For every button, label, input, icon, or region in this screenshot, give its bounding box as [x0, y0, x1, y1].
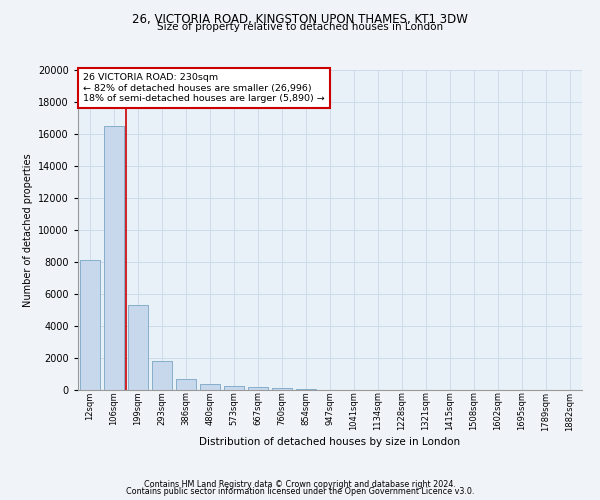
Text: 26 VICTORIA ROAD: 230sqm
← 82% of detached houses are smaller (26,996)
18% of se: 26 VICTORIA ROAD: 230sqm ← 82% of detach… [83, 73, 325, 103]
Bar [224, 386, 244, 390]
Bar [152, 361, 172, 390]
X-axis label: Distribution of detached houses by size in London: Distribution of detached houses by size … [199, 438, 461, 448]
Text: Size of property relative to detached houses in London: Size of property relative to detached ho… [157, 22, 443, 32]
Bar [128, 305, 148, 390]
Bar [176, 379, 196, 390]
Text: Contains public sector information licensed under the Open Government Licence v3: Contains public sector information licen… [126, 487, 474, 496]
Bar [104, 126, 124, 390]
Bar [200, 384, 220, 390]
Text: Contains HM Land Registry data © Crown copyright and database right 2024.: Contains HM Land Registry data © Crown c… [144, 480, 456, 489]
Bar [248, 388, 268, 390]
Bar [296, 389, 316, 390]
Y-axis label: Number of detached properties: Number of detached properties [23, 153, 32, 307]
Bar [272, 388, 292, 390]
Text: 26, VICTORIA ROAD, KINGSTON UPON THAMES, KT1 3DW: 26, VICTORIA ROAD, KINGSTON UPON THAMES,… [132, 12, 468, 26]
Bar [80, 260, 100, 390]
